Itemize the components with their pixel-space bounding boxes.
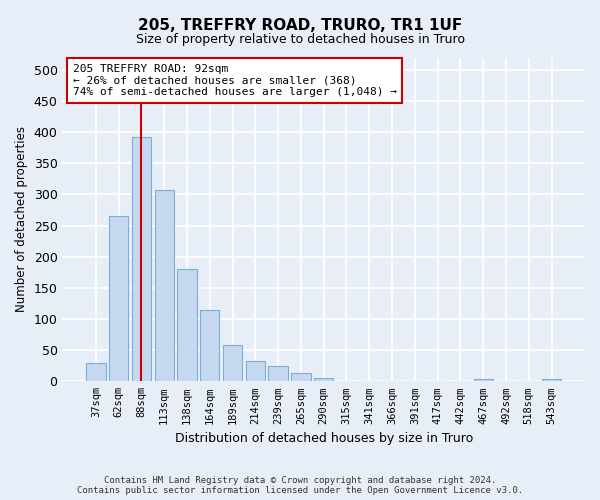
Text: Size of property relative to detached houses in Truro: Size of property relative to detached ho… bbox=[136, 32, 464, 46]
Bar bbox=[451, 380, 470, 382]
Bar bbox=[405, 380, 425, 382]
Bar bbox=[245, 362, 265, 382]
Bar bbox=[132, 136, 151, 382]
Bar bbox=[542, 379, 561, 382]
Bar bbox=[496, 380, 515, 382]
Bar bbox=[223, 345, 242, 382]
Bar bbox=[291, 372, 311, 382]
Bar bbox=[109, 216, 128, 382]
Bar bbox=[519, 380, 538, 382]
Bar bbox=[314, 378, 334, 382]
Bar bbox=[155, 190, 174, 382]
Bar bbox=[200, 310, 220, 382]
Bar bbox=[473, 379, 493, 382]
Text: 205, TREFFRY ROAD, TRURO, TR1 1UF: 205, TREFFRY ROAD, TRURO, TR1 1UF bbox=[138, 18, 462, 32]
Text: 205 TREFFRY ROAD: 92sqm
← 26% of detached houses are smaller (368)
74% of semi-d: 205 TREFFRY ROAD: 92sqm ← 26% of detache… bbox=[73, 64, 397, 97]
Text: Contains HM Land Registry data © Crown copyright and database right 2024.
Contai: Contains HM Land Registry data © Crown c… bbox=[77, 476, 523, 495]
Bar bbox=[428, 380, 448, 382]
X-axis label: Distribution of detached houses by size in Truro: Distribution of detached houses by size … bbox=[175, 432, 473, 445]
Bar bbox=[337, 380, 356, 382]
Bar bbox=[86, 362, 106, 382]
Bar bbox=[359, 380, 379, 382]
Bar bbox=[268, 366, 288, 382]
Bar bbox=[178, 269, 197, 382]
Bar bbox=[382, 380, 402, 382]
Y-axis label: Number of detached properties: Number of detached properties bbox=[15, 126, 28, 312]
